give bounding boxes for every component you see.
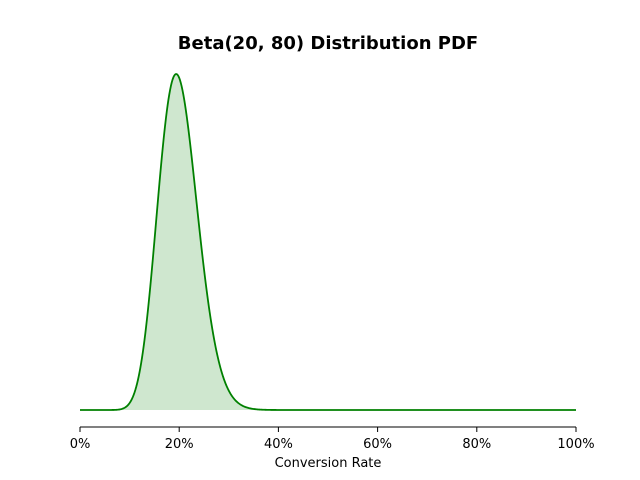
- x-tick-label: 60%: [363, 437, 392, 452]
- x-tick-label: 100%: [557, 437, 594, 452]
- x-axis-label: Conversion Rate: [275, 456, 382, 471]
- x-tick-label: 80%: [462, 437, 491, 452]
- chart-title: Beta(20, 80) Distribution PDF: [178, 33, 478, 54]
- x-tick-label: 40%: [264, 437, 293, 452]
- x-axis: 0% 20% 40% 60% 80% 100%: [70, 426, 595, 452]
- x-tick-label: 0%: [70, 437, 91, 452]
- plot-area: [80, 73, 576, 411]
- pdf-area-fill: [80, 74, 576, 410]
- pdf-line: [80, 73, 576, 411]
- x-tick-label: 20%: [165, 437, 194, 452]
